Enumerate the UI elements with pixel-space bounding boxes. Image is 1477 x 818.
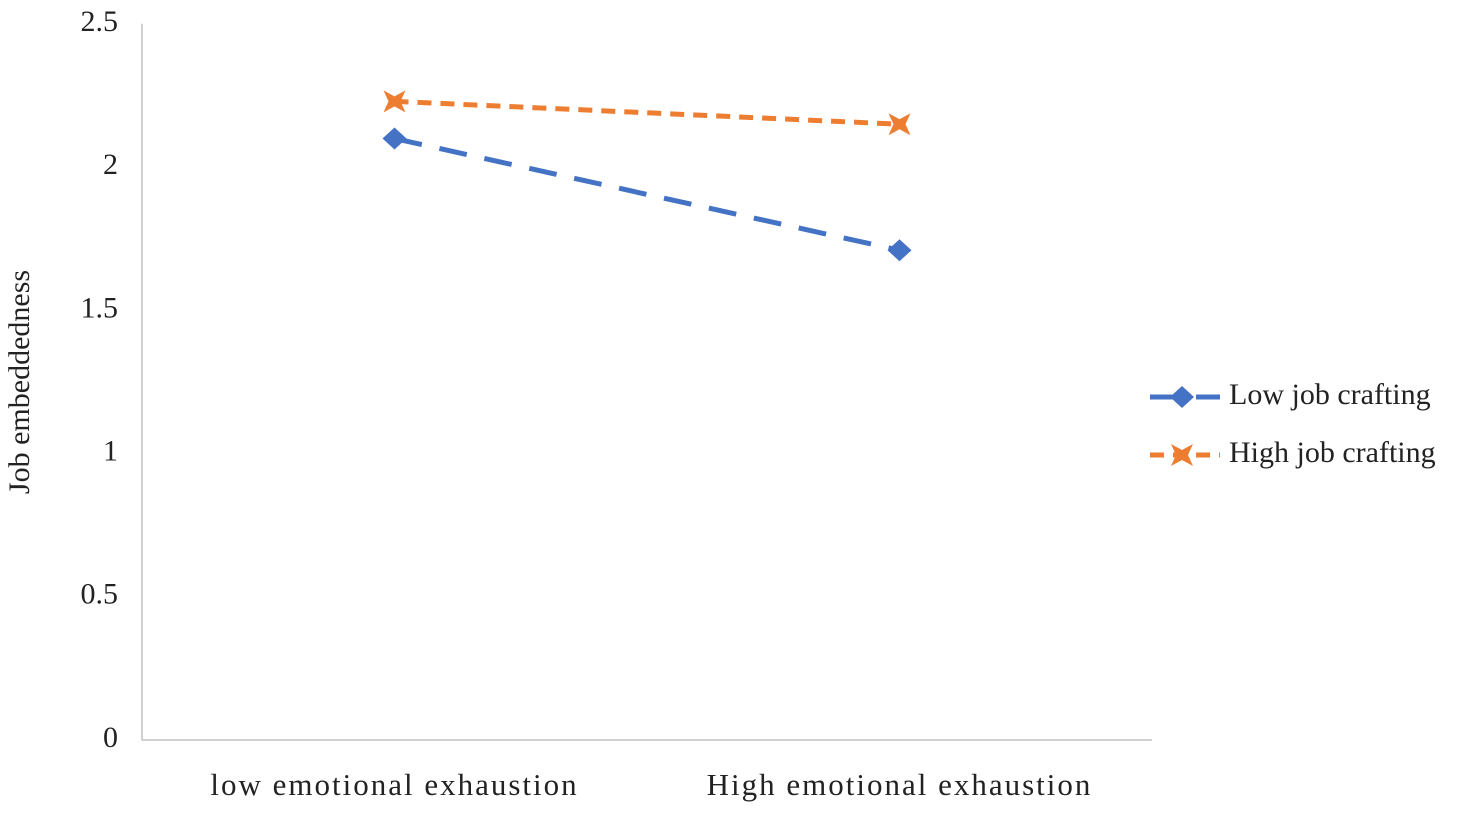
x-tick-label: low emotional exhaustion (210, 767, 578, 802)
y-tick-label: 1 (103, 434, 118, 467)
data-point (382, 127, 407, 150)
data-point (887, 239, 912, 262)
data-point (888, 113, 911, 136)
y-tick-label: 2.5 (81, 5, 119, 38)
legend-label: Low job crafting (1229, 378, 1431, 411)
y-tick-label: 1.5 (81, 291, 119, 324)
x-tick-label: High emotional exhaustion (707, 767, 1093, 802)
legend-marker (1171, 444, 1193, 466)
y-tick-label: 0.5 (81, 578, 119, 611)
y-tick-label: 2 (103, 148, 118, 181)
legend-marker (1170, 386, 1194, 408)
legend-label: High job crafting (1229, 436, 1436, 469)
data-point (383, 90, 406, 113)
series-line (393, 136, 901, 253)
series-line (394, 98, 900, 127)
y-tick-label: 0 (103, 721, 118, 754)
y-axis-title: Job embeddedness (3, 270, 36, 494)
